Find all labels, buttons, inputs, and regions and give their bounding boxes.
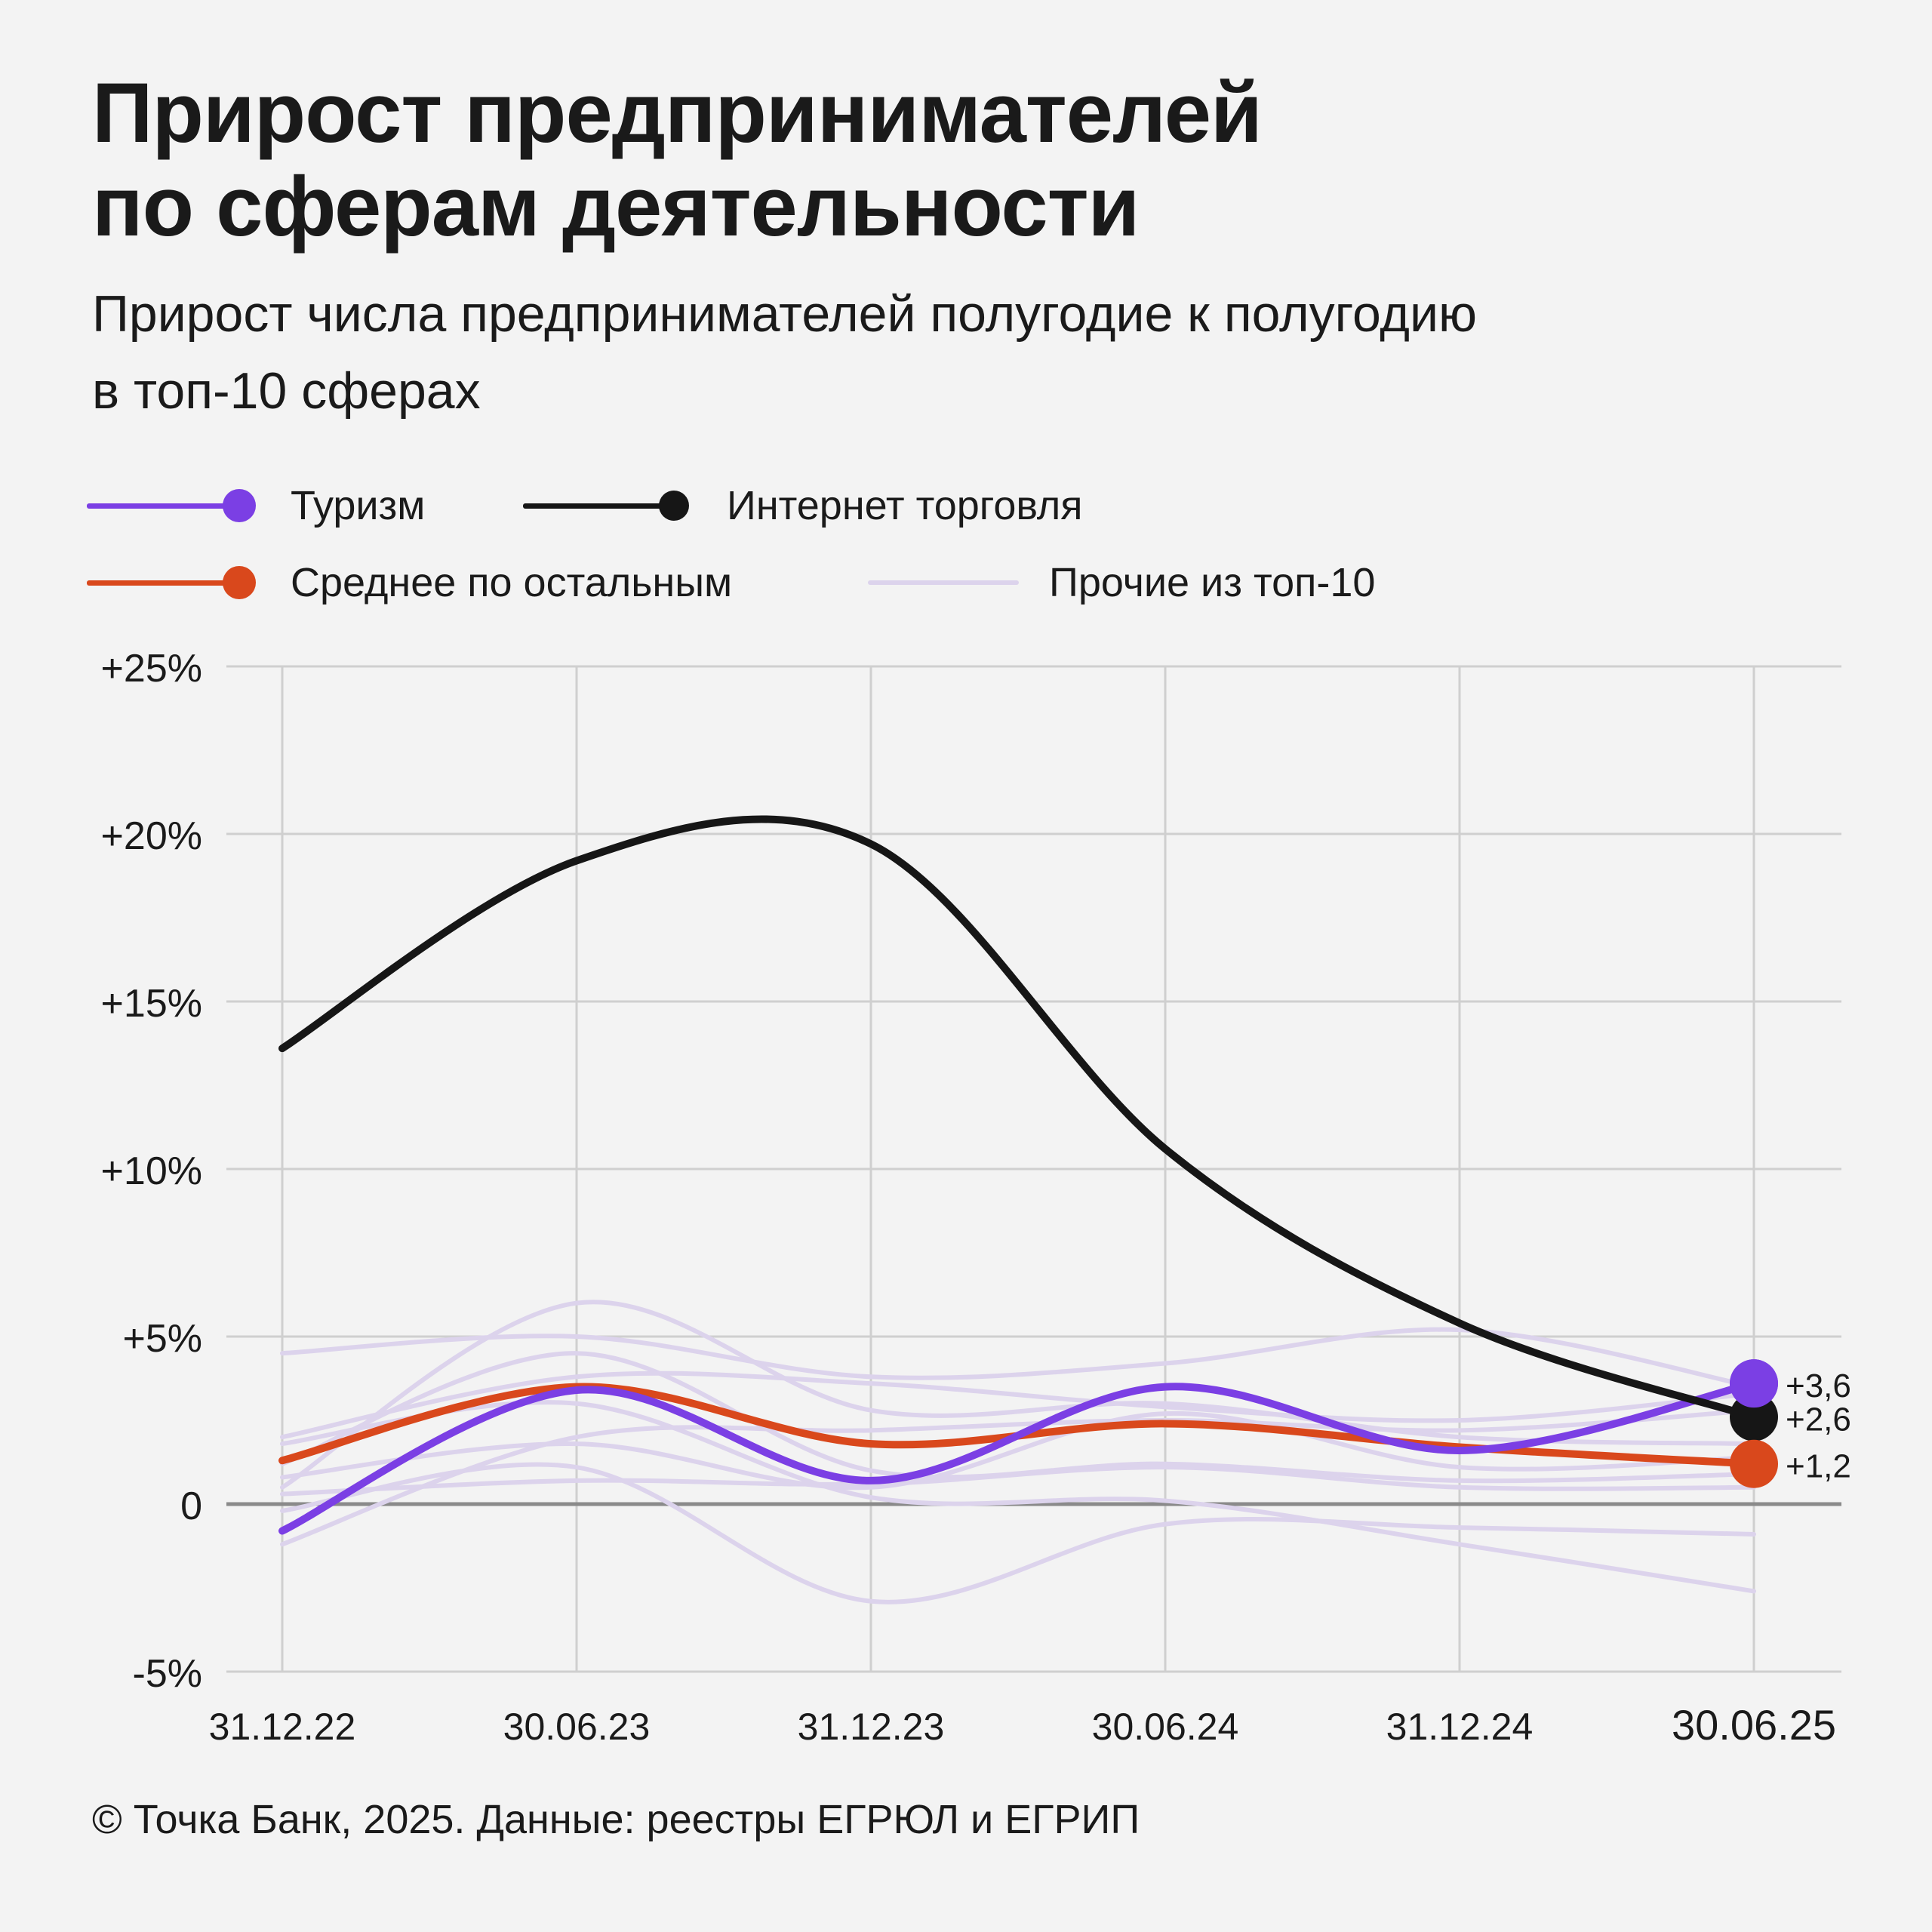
series-end-marker xyxy=(1730,1359,1778,1408)
other-series-line xyxy=(280,1400,1756,1594)
other-series-line xyxy=(280,1327,1756,1389)
title-line-2: по сферам деятельности xyxy=(92,159,1140,254)
legend-swatch-ecommerce xyxy=(523,483,704,528)
other-series-line xyxy=(280,1371,1756,1440)
legend-item-ecommerce: Интернет торговля xyxy=(523,483,1083,528)
series-line xyxy=(278,815,1758,1421)
y-tick-label: +5% xyxy=(122,1317,202,1361)
x-tick-label: 31.12.22 xyxy=(209,1706,356,1748)
legend-label-tourism: Туризм xyxy=(291,483,426,528)
subtitle-line-1: Прирост числа предпринимателей полугодие… xyxy=(92,285,1477,343)
y-tick-label: +15% xyxy=(101,982,202,1026)
y-tick-label: 0 xyxy=(180,1484,202,1528)
y-tick-label: +10% xyxy=(101,1149,202,1193)
y-tick-label: +25% xyxy=(101,647,202,691)
chart-subtitle: Прирост числа предпринимателей полугодие… xyxy=(92,275,1828,429)
title-line-1: Прирост предпринимателей xyxy=(92,66,1263,160)
legend-item-average: Среднее по остальным xyxy=(87,560,732,605)
source-note: © Точка Банк, 2025. Данные: реестры ЕГРЮ… xyxy=(92,1797,1140,1842)
other-series-line xyxy=(280,1300,1756,1490)
x-tick-label: 31.12.24 xyxy=(1386,1706,1534,1748)
legend-item-others: Прочие из топ-10 xyxy=(868,560,1375,605)
x-tick-label: 30.06.24 xyxy=(1092,1706,1239,1748)
other-series-line xyxy=(280,1465,1756,1497)
y-tick-label: -5% xyxy=(133,1652,202,1696)
legend-swatch-others xyxy=(868,560,1019,605)
legend-swatch-tourism xyxy=(87,483,268,528)
legend-label-average: Среднее по остальным xyxy=(291,560,733,605)
subtitle-line-2: в топ-10 сферах xyxy=(92,362,481,420)
series-line xyxy=(278,1380,1758,1535)
series-end-label: +1,2 xyxy=(1786,1448,1851,1485)
legend-label-ecommerce: Интернет торговля xyxy=(727,483,1083,528)
legend-item-tourism: Туризм xyxy=(87,483,425,528)
series-end-label: +2,6 xyxy=(1786,1401,1851,1438)
other-series-line xyxy=(280,1411,1756,1491)
x-tick-label: 31.12.23 xyxy=(798,1706,945,1748)
chart-title: Прирост предпринимателей по сферам деяте… xyxy=(92,66,1828,254)
legend-swatch-average xyxy=(87,560,268,605)
series-end-marker xyxy=(1730,1439,1778,1488)
x-tick-label: 30.06.25 xyxy=(1672,1701,1836,1749)
legend-label-others: Прочие из топ-10 xyxy=(1049,560,1376,605)
series-end-label: +3,6 xyxy=(1786,1367,1851,1404)
x-tick-label: 30.06.23 xyxy=(503,1706,651,1748)
y-tick-label: +20% xyxy=(101,814,202,858)
other-series-line xyxy=(280,1462,1756,1604)
other-series-line xyxy=(280,1407,1756,1547)
series-end-marker xyxy=(1730,1392,1778,1441)
